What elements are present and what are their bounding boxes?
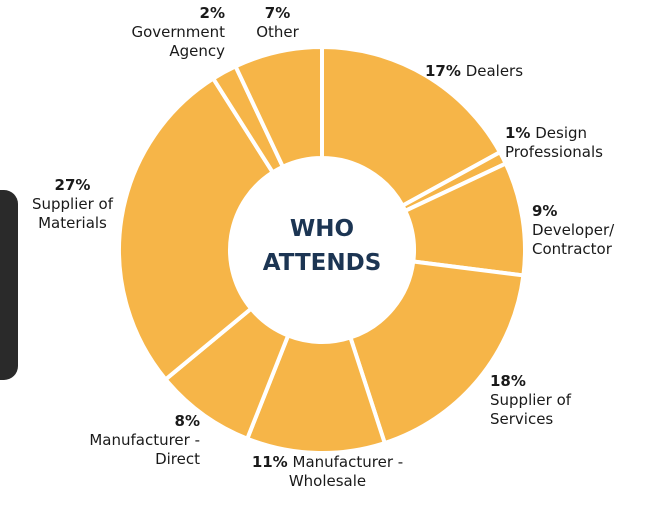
- center-line: ATTENDS: [262, 250, 382, 276]
- center-line: WHO: [289, 216, 355, 242]
- category-label: Other: [256, 23, 299, 41]
- category-label: Supplier of Materials: [31, 195, 114, 232]
- slice-label: 1% Design Professionals: [505, 124, 630, 162]
- value-label: 9%: [532, 202, 558, 220]
- value-label: 18%: [490, 372, 526, 390]
- value-label: 17%: [425, 62, 461, 80]
- slice-label: 2% Government Agency: [100, 4, 225, 61]
- category-label: Design Professionals: [505, 124, 603, 161]
- category-label: Dealers: [465, 62, 524, 80]
- slice: [320, 44, 503, 209]
- value-label: 8%: [174, 412, 200, 430]
- category-label: Developer/ Contractor: [532, 221, 615, 258]
- value-label: 7%: [264, 4, 291, 22]
- category-label: Government Agency: [131, 23, 225, 60]
- slice-label: 11% Manufacturer - Wholesale: [235, 453, 420, 491]
- value-label: 2%: [199, 4, 225, 22]
- category-label: Supplier of Services: [490, 391, 572, 428]
- slice-label: 8% Manufacturer - Direct: [60, 412, 200, 469]
- slice-label: 7% Other: [240, 4, 315, 42]
- slice-label: 27% Supplier of Materials: [10, 176, 135, 233]
- value-label: 27%: [54, 176, 91, 194]
- slice-label: 17% Dealers: [425, 62, 585, 81]
- category-label: Manufacturer - Direct: [89, 431, 200, 468]
- category-label: Manufacturer - Wholesale: [288, 453, 404, 490]
- value-label: 1%: [505, 124, 531, 142]
- slice-label: 18% Supplier of Services: [490, 372, 590, 429]
- device-decoration: [0, 190, 18, 380]
- slice: [117, 75, 276, 383]
- slice: [232, 44, 324, 170]
- value-label: 11%: [251, 453, 288, 471]
- slice: [347, 259, 526, 446]
- center-text: WHO ATTENDS: [222, 212, 422, 280]
- slice-label: 9% Developer/ Contractor: [532, 202, 642, 259]
